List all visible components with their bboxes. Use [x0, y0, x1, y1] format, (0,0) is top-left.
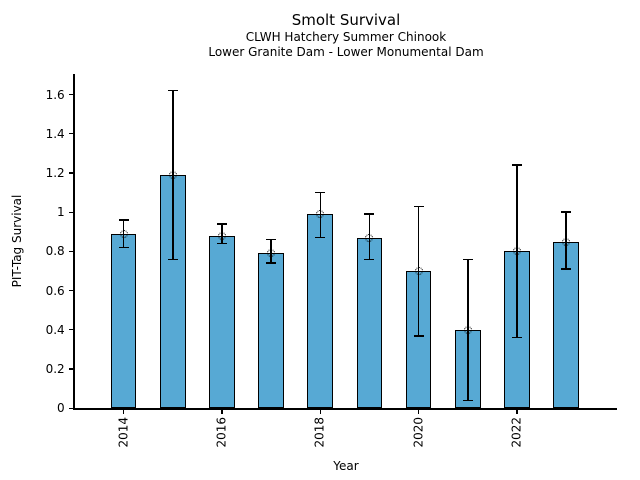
- x-tick-label: 2018: [312, 416, 327, 448]
- x-tick-mark: [123, 409, 125, 415]
- x-tick-label: 2022: [509, 416, 524, 448]
- x-axis-label: Year: [333, 459, 359, 473]
- y-tick-label: 1.2: [45, 166, 65, 180]
- y-tick-label: 0.8: [45, 244, 65, 259]
- data-point-marker: [267, 249, 276, 258]
- chart-subtitle-line1: CLWH Hatchery Summer Chinook: [245, 30, 447, 44]
- error-bar-cap-bottom: [266, 262, 277, 264]
- x-axis-spine: [73, 408, 617, 410]
- chart-subtitle-line2: Lower Granite Dam - Lower Monumental Dam: [208, 45, 484, 59]
- y-tick-label: 0.4: [45, 322, 65, 337]
- x-tick-label: 2014: [116, 416, 131, 448]
- y-axis-label: PIT-Tag Survival: [10, 194, 24, 288]
- y-tick-label: 0.6: [45, 283, 65, 298]
- bar: [356, 237, 383, 409]
- y-tick-mark: [68, 172, 74, 174]
- error-bar-cap-bottom: [167, 258, 178, 261]
- error-bar-cap-bottom: [561, 268, 572, 270]
- error-bar-cap-top: [364, 213, 375, 215]
- data-point-marker: [414, 267, 423, 276]
- y-tick-mark: [68, 290, 74, 292]
- x-tick-mark: [221, 409, 223, 415]
- y-tick-label: 1.4: [45, 126, 65, 141]
- y-tick-mark: [68, 93, 74, 96]
- error-bar-cap-bottom: [216, 242, 227, 245]
- y-tick-label: 1.6: [45, 87, 65, 102]
- x-tick-label: 2016: [214, 416, 229, 448]
- error-bar-cap-top: [315, 191, 326, 194]
- bar: [209, 235, 235, 409]
- error-bar-cap-top: [561, 211, 572, 213]
- data-point-marker: [463, 325, 472, 334]
- data-point-marker: [217, 231, 226, 240]
- bar: [159, 174, 186, 409]
- y-tick-mark: [68, 407, 74, 409]
- x-tick-mark: [319, 409, 321, 415]
- error-bar-cap-top: [118, 219, 129, 221]
- y-tick-mark: [68, 368, 74, 370]
- y-tick-mark: [68, 329, 74, 331]
- data-point-marker: [512, 247, 521, 256]
- y-tick-label: 0: [57, 401, 65, 416]
- error-bar-cap-bottom: [413, 335, 424, 337]
- data-point-marker: [119, 229, 128, 238]
- y-tick-mark: [68, 133, 74, 135]
- data-point-marker: [316, 210, 325, 219]
- error-bar-cap-bottom: [462, 399, 473, 402]
- chart-title: Smolt Survival: [291, 11, 401, 29]
- y-tick-label: 1: [57, 205, 65, 220]
- y-tick-mark: [68, 250, 74, 253]
- data-point-marker: [168, 170, 177, 179]
- y-tick-mark: [68, 211, 74, 213]
- error-bar-cap-top: [266, 238, 277, 241]
- error-bar-cap-top: [216, 223, 227, 225]
- error-bar-cap-bottom: [118, 246, 129, 249]
- x-tick-label: 2020: [411, 416, 426, 448]
- error-bar-cap-top: [462, 258, 473, 261]
- bar: [258, 253, 284, 409]
- error-bar-cap-bottom: [315, 236, 326, 239]
- error-bar-cap-bottom: [364, 258, 375, 261]
- x-tick-mark: [516, 409, 518, 415]
- y-tick-label: 0.2: [45, 362, 65, 377]
- y-axis-spine: [73, 74, 75, 410]
- error-bar-cap-top: [511, 164, 522, 166]
- error-bar-cap-top: [413, 205, 424, 208]
- error-bar-cap-top: [167, 89, 178, 92]
- data-point-marker: [562, 237, 571, 246]
- error-bar-cap-bottom: [511, 336, 522, 339]
- bar: [110, 233, 137, 409]
- data-point-marker: [365, 233, 374, 242]
- x-tick-mark: [418, 409, 420, 415]
- bar: [307, 214, 334, 409]
